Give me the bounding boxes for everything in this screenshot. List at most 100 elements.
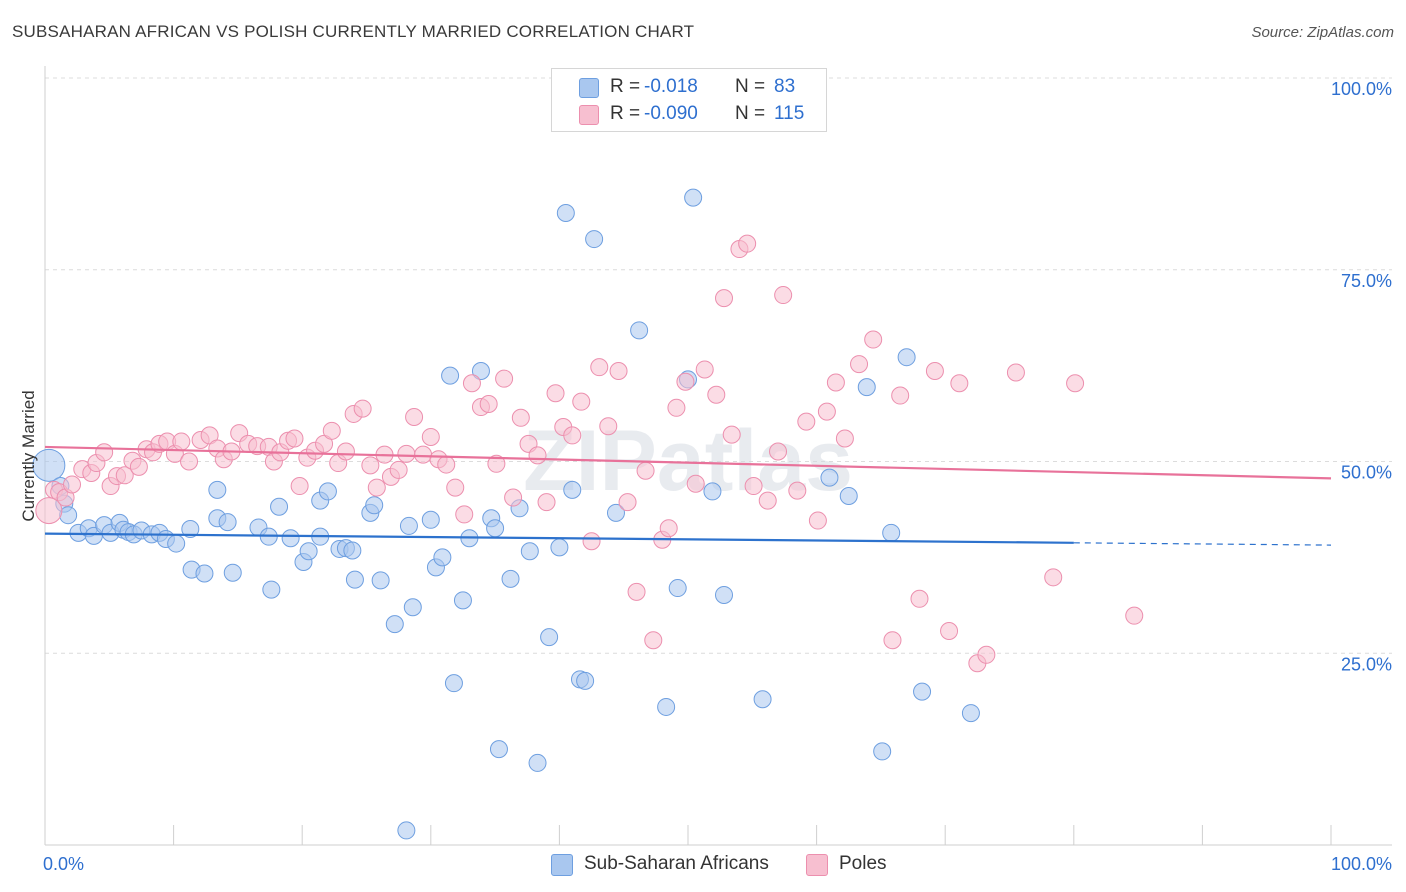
poles-point (546, 384, 565, 403)
poles-point (511, 408, 530, 427)
poles-point (63, 475, 82, 494)
legend-row-poles: R = -0.090 N = 115 (552, 101, 826, 127)
subsaharan-point (550, 538, 569, 557)
poles-point (322, 421, 341, 440)
poles-point (910, 589, 929, 608)
legend-swatch-blue (579, 78, 599, 98)
poles-point (707, 385, 726, 404)
poles-point (129, 457, 148, 476)
poles-point (285, 429, 304, 448)
subsaharan-point (223, 563, 242, 582)
subsaharan-point (453, 591, 472, 610)
subsaharan-point (365, 496, 384, 515)
poles-point (925, 361, 944, 380)
poles-point (769, 442, 788, 461)
poles-point (487, 454, 506, 473)
r-value: -0.018 (644, 76, 698, 97)
poles-point (537, 493, 556, 512)
poles-point (774, 286, 793, 305)
subsaharan-point (897, 348, 916, 367)
poles-point (891, 386, 910, 405)
poles-point (864, 330, 883, 349)
series-legend: Sub-Saharan Africans Poles (0, 850, 1406, 880)
subsaharan-point (540, 628, 559, 647)
subsaharan-point (563, 480, 582, 499)
poles-point (940, 622, 959, 641)
poles-point (695, 360, 714, 379)
poles-point (850, 355, 869, 374)
poles-point (1006, 363, 1025, 382)
poles-point (397, 444, 416, 463)
poles-point (722, 425, 741, 444)
poles-point (835, 429, 854, 448)
legend-row-subsaharan: R = -0.018 N = 83 (552, 74, 826, 100)
n-label: N = (735, 76, 766, 97)
y-tick-label: 75.0% (1341, 271, 1392, 291)
poles-point (644, 631, 663, 650)
subsaharan-point (703, 482, 722, 501)
subsaharan-point (820, 468, 839, 487)
subsaharan-point (385, 615, 404, 634)
legend-swatch-blue (551, 854, 573, 876)
r-value: -0.090 (644, 103, 698, 124)
n-value: 83 (774, 76, 796, 97)
gridlines (45, 77, 1392, 654)
r-label: R = (610, 76, 641, 97)
y-axis-label: Currently Married (19, 390, 38, 521)
r-label: R = (610, 103, 641, 124)
subsaharan-point (668, 579, 687, 598)
poles-point (676, 372, 695, 391)
poles-point (361, 456, 380, 475)
poles-point (590, 358, 609, 377)
subsaharan-point (857, 378, 876, 397)
subsaharan-point (576, 671, 595, 690)
trend-lines (44, 445, 1332, 546)
subsaharan-point (318, 482, 337, 501)
subsaharan-point (882, 523, 901, 542)
poles-point (582, 532, 601, 551)
poles-point (353, 399, 372, 418)
poles-point (504, 488, 523, 507)
poles-point (572, 392, 591, 411)
x-tick-label: 0.0% (43, 854, 84, 874)
poles-point (636, 461, 655, 480)
subsaharan-point (397, 821, 416, 840)
poles-point (389, 460, 408, 479)
subsaharan-point (444, 674, 463, 693)
subsaharan-trend-line (44, 532, 1074, 544)
poles-point (437, 455, 456, 474)
subsaharan-point (839, 487, 858, 506)
subsaharan-point (421, 510, 440, 529)
subsaharan-point (403, 598, 422, 617)
subsaharan-point (585, 230, 604, 249)
correlation-legend: R = -0.018 N = 83 R = -0.090 N = 115 (551, 68, 827, 132)
poles-point (797, 412, 816, 431)
poles-point (495, 369, 514, 388)
poles-point (528, 446, 547, 465)
poles-point (808, 511, 827, 530)
poles-point (405, 408, 424, 427)
subsaharan-point (556, 203, 575, 222)
subsaharan-point (471, 361, 490, 380)
poles-point (977, 645, 996, 664)
subsaharan-point (715, 585, 734, 604)
subsaharan-point (32, 448, 66, 482)
subsaharan-point (281, 529, 300, 548)
subsaharan-point (343, 541, 362, 560)
x-tick-label: 100.0% (1331, 854, 1392, 874)
subsaharan-point (345, 570, 364, 589)
subsaharan-point (657, 697, 676, 716)
poles-point (35, 497, 63, 525)
y-tick-label: 50.0% (1341, 463, 1392, 483)
legend-swatch-pink (806, 854, 828, 876)
chart-title: SUBSAHARAN AFRICAN VS POLISH CURRENTLY M… (12, 22, 695, 41)
poles-point (788, 481, 807, 500)
y-tick-label: 25.0% (1341, 654, 1392, 674)
legend-swatch-pink (579, 105, 599, 125)
subsaharan-point (218, 513, 237, 532)
subsaharan-point (167, 534, 186, 553)
subsaharan-point (486, 519, 505, 538)
legend-label: Sub-Saharan Africans (584, 853, 769, 874)
subsaharan-trend-extension (1073, 542, 1332, 546)
poles-point (659, 519, 678, 538)
